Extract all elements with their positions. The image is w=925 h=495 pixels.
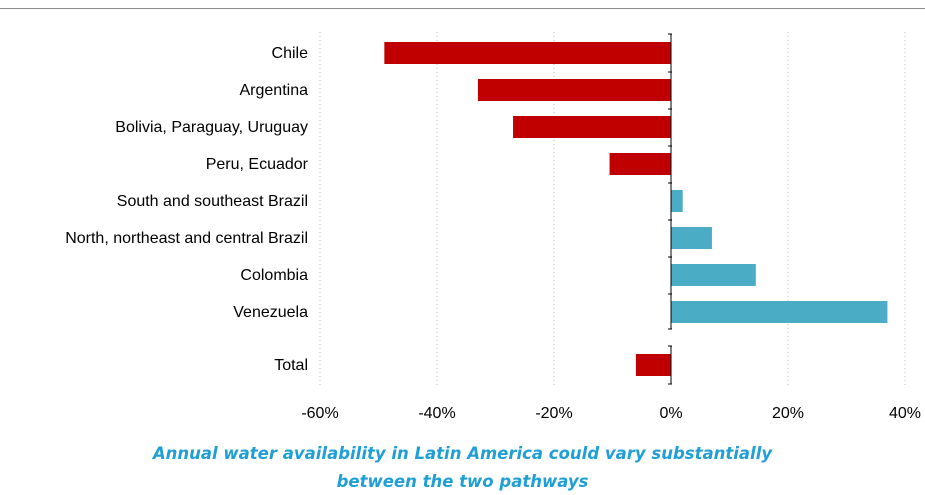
bar [635, 354, 671, 376]
category-label: Bolivia, Paraguay, Uruguay [115, 119, 308, 136]
x-tick-label: 40% [889, 405, 921, 422]
category-label: Colombia [240, 267, 308, 284]
caption-line-2: between the two pathways [336, 472, 589, 491]
x-tick-label: -20% [535, 405, 572, 422]
top-rule [0, 8, 925, 9]
x-tick-label: 20% [772, 405, 804, 422]
x-tick-label: -60% [301, 405, 338, 422]
category-label: Peru, Ecuador [206, 156, 309, 173]
category-label: Argentina [240, 82, 309, 99]
bar [384, 42, 671, 64]
category-label: Chile [272, 45, 309, 62]
bar [671, 264, 756, 286]
category-label: North, northeast and central Brazil [65, 230, 308, 247]
x-tick-label: -40% [418, 405, 455, 422]
bar [671, 301, 888, 323]
bar [513, 116, 671, 138]
category-label: South and southeast Brazil [117, 193, 308, 210]
category-label: Venezuela [233, 304, 308, 321]
bar [671, 190, 683, 212]
x-tick-label: 0% [659, 405, 682, 422]
bar-chart: Chile Argentina Bolivia, Paraguay, Uruguay… [65, 32, 921, 422]
bar [477, 79, 671, 101]
bar [671, 227, 712, 249]
caption-line-1: Annual water availability in Latin Ameri… [152, 444, 773, 463]
category-label: Total [274, 357, 308, 374]
bar [609, 153, 671, 175]
